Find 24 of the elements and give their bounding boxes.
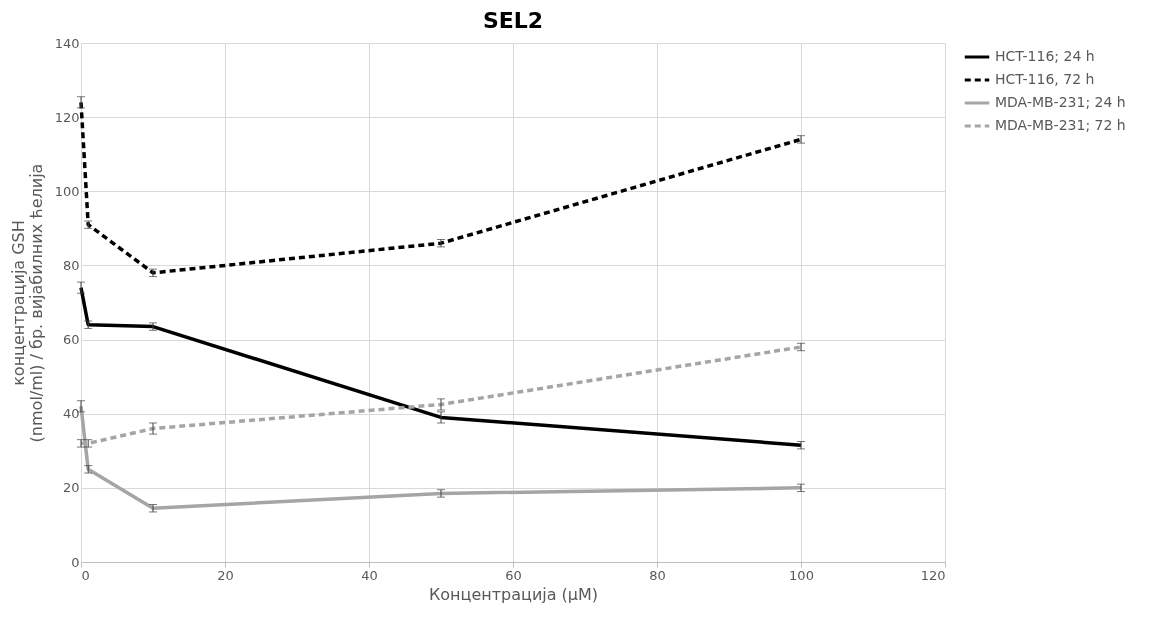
y-tick-label: 60 [62,332,80,348]
y-tick-label: 40 [62,406,80,422]
line-series [79,100,803,275]
x-tick-label: 40 [361,567,378,583]
x-tick-label: 0 [81,567,90,583]
x-tick-label: 80 [649,567,666,583]
legend-label: HCT-116, 72 h [995,71,1095,87]
x-axis-title: Концентрација (μM) [428,584,599,604]
y-axis-title: концентрација GSH (nmol/ml) / бр. вијабилних ћелија [8,163,46,443]
y-tick-label: 0 [71,554,80,570]
y-tick-label: 20 [62,480,80,496]
x-tick-label: 120 [920,567,946,583]
y-tick-label: 100 [54,183,80,199]
x-tick-label: 60 [505,567,522,583]
legend-label: MDA-MB-231; 24 h [995,94,1126,110]
x-tick-label: 20 [217,567,234,583]
legend-label: MDA-MB-231; 72 h [995,117,1126,133]
line-series [79,285,803,447]
y-tick-label: 80 [62,257,80,273]
legend-label: HCT-116; 24 h [995,48,1095,64]
chart-title: SEL2 [482,8,544,33]
y-tick-label: 140 [54,35,80,51]
x-tick-label: 100 [789,567,814,583]
y-tick-label: 120 [54,109,80,125]
